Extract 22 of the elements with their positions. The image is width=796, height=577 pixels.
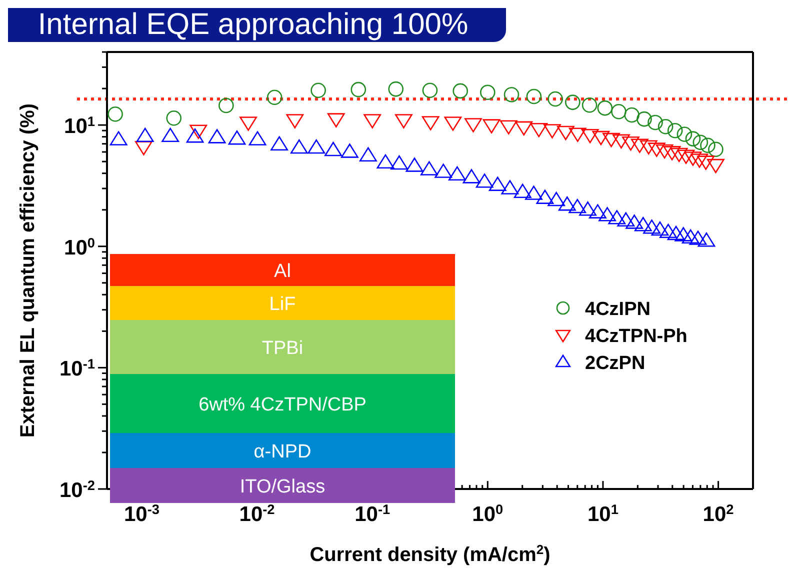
- chart-title: Internal EQE approaching 100%: [38, 8, 468, 41]
- x-tick-label: 10$^{1}$: [587, 502, 619, 526]
- y-tick-label: 10$^{1}$: [64, 114, 96, 138]
- x-axis-title: Current density (mA/cm$^{2}$): [310, 542, 550, 566]
- annotation: TPBi: [262, 338, 304, 359]
- y-axis-title: External EL quantum efficiency (%): [17, 103, 39, 438]
- annotation: 6wt% 4CzTPN/CBP: [198, 394, 366, 416]
- annotation: ITO/Glass: [240, 476, 326, 498]
- x-tick-label: 10$^{-2}$: [239, 502, 276, 526]
- annotation: Al: [274, 261, 291, 282]
- legend-label: 4CzTPN-Ph: [585, 326, 688, 347]
- annotation: α-NPD: [254, 442, 312, 462]
- y-tick-label: 10$^{-1}$: [60, 356, 96, 381]
- x-tick-label: 10$^{0}$: [472, 502, 504, 526]
- legend-label: 4CzIPN: [585, 299, 650, 320]
- x-tick-label: 10$^{2}$: [702, 502, 734, 526]
- x-tick-label: 10$^{-1}$: [354, 502, 390, 526]
- annotation: LiF: [269, 294, 296, 315]
- legend-label: 2CzPN: [585, 353, 646, 374]
- y-tick-label: 10$^{0}$: [64, 234, 96, 260]
- y-tick-label: 10$^{-2}$: [60, 478, 96, 502]
- x-tick-label: 10$^{-3}$: [124, 502, 160, 526]
